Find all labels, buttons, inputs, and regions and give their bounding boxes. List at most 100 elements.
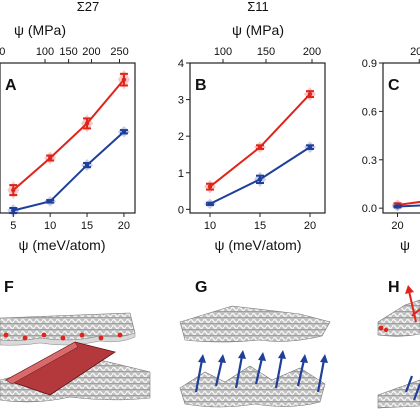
panel-b-y-tick-label: 2 [178, 131, 184, 143]
panel-f-red-dots [3, 332, 123, 341]
panel-b: Σ11 ψ (MPa) 100 150 200 B 0 1 2 3 4 10 15 20 ψ (… [178, 0, 326, 253]
panel-c-y-ticks: 0.0 0.3 0.6 0.9 [362, 58, 383, 215]
panel-c-x-axis-title: ψ [400, 237, 410, 253]
panel-c-y-tick-label: 0.3 [362, 155, 377, 167]
panel-g-arrow-shaft [234, 355, 244, 389]
panel-g-arrow-head [198, 354, 206, 363]
panel-a-red-series-line [12, 79, 125, 191]
panel-a-letter: A [5, 77, 17, 94]
panel-g-arrow-head [278, 350, 286, 359]
panel-c-letter: C [388, 77, 400, 94]
panel-g-arrow-shaft [316, 359, 326, 393]
panel-b-top-tick-label: 150 [257, 46, 275, 58]
panel-g: G [179, 279, 331, 408]
panel-f-upper-sheet [0, 312, 136, 346]
panel-b-top-ticks: 100 150 200 [214, 46, 321, 63]
panel-c-top-ticks: 200 [410, 46, 420, 63]
panel-a: Σ27 ψ (MPa) 50 100 150 200 250 A 5 10 15 20 ψ (… [0, 0, 136, 253]
panel-a-blue-point [11, 208, 16, 213]
panel-b-blue-point [307, 144, 313, 150]
panel-f-lower-sheet [0, 341, 151, 403]
panel-f: F [0, 279, 151, 403]
panel-f-atom-dot [3, 332, 9, 338]
panel-f-atom-dot [98, 335, 104, 341]
panel-c: 200 C 0.0 0.3 0.6 0.9 2030 ψ [362, 46, 420, 253]
panel-g-upper-sheet [179, 305, 331, 343]
panel-g-arrow-head [300, 354, 308, 363]
panel-a-top-tick-label: 150 [59, 46, 77, 58]
panel-c-bottom-ticks: 2030 [391, 213, 404, 232]
panel-c-marks [391, 199, 420, 212]
panel-b-x-tick-label: 10 [204, 220, 216, 232]
panel-a-top-tick-label: 100 [36, 46, 54, 58]
panel-g-arrow-head [218, 354, 226, 363]
panel-a-red-point [84, 121, 90, 126]
panel-b-top-axis-title: ψ (MPa) [232, 22, 284, 38]
panel-f-letter: F [4, 279, 14, 296]
panel-c-red-series-line [397, 200, 420, 206]
panel-a-top-tick-label: 250 [110, 46, 128, 58]
panel-b-marks [204, 87, 316, 209]
panel-a-top-axis-title: ψ (MPa) [14, 22, 66, 38]
panel-a-x-tick-label: 10 [44, 220, 56, 232]
panel-b-x-tick-label: 15 [254, 220, 266, 232]
panel-b-y-tick-label: 3 [178, 95, 184, 107]
panel-c-blue-point [395, 204, 400, 209]
panel-g-arrow-shaft [194, 359, 204, 393]
panel-b-bottom-ticks: 10 15 20 [204, 213, 316, 232]
panel-a-blue-point [84, 162, 90, 168]
panel-b-red-point [207, 184, 213, 189]
panel-a-x-tick-label: 15 [81, 220, 93, 232]
panel-b-red-point [307, 91, 313, 97]
panel-a-marks [7, 69, 130, 217]
panel-g-arrow-shaft [296, 359, 306, 387]
panel-g-letter: G [195, 279, 207, 296]
panel-b-letter: B [195, 77, 207, 94]
panel-g-blue-arrows [194, 350, 328, 393]
panel-a-title: Σ27 [77, 0, 100, 14]
panel-f-atom-dot [60, 335, 66, 341]
panel-b-top-tick-label: 100 [214, 46, 232, 58]
panel-a-top-ticks: 50 100 150 200 250 [0, 46, 129, 63]
panel-a-blue-point [47, 199, 53, 204]
panel-f-atom-dot [22, 335, 28, 341]
panel-h-red-arrow [405, 285, 420, 323]
panel-b-y-tick-label: 1 [178, 168, 184, 180]
panel-b-y-ticks: 0 1 2 3 4 [178, 58, 190, 216]
panel-c-x-tick-label: 20 [391, 220, 403, 232]
panel-h-upper-sheet [377, 299, 420, 337]
panel-b-x-tick-label: 20 [304, 220, 316, 232]
panel-a-top-tick-label: 50 [0, 46, 5, 58]
panel-b-blue-point [257, 177, 263, 182]
panel-b-blue-point [207, 201, 213, 207]
panel-b-red-point [257, 144, 263, 150]
panel-c-plot-frame [382, 62, 420, 214]
panel-c-top-tick-label: 200 [410, 46, 420, 58]
panel-h: H [377, 279, 420, 409]
panel-g-arrow-head [320, 354, 328, 363]
panel-a-blue-point [121, 129, 127, 134]
panel-g-lower-sheet [179, 365, 326, 408]
panel-h-lower-sheet [377, 375, 420, 409]
panel-h-letter: H [388, 279, 400, 296]
panel-c-y-tick-label: 0.9 [362, 58, 377, 70]
panel-a-x-axis-title: ψ (meV/atom) [19, 237, 106, 253]
panel-g-arrow-head [258, 352, 266, 361]
panel-g-arrow-shaft [254, 357, 264, 385]
panel-a-x-tick-label: 20 [118, 220, 130, 232]
panel-f-atom-dot [79, 332, 85, 338]
panel-g-arrow-shaft [274, 355, 284, 389]
panel-b-y-tick-label: 0 [178, 204, 184, 216]
panel-g-arrow-shaft [214, 359, 224, 387]
panel-a-top-tick-label: 200 [82, 46, 100, 58]
panel-b-y-tick-label: 4 [178, 58, 184, 70]
panel-a-red-point [47, 155, 53, 161]
panel-g-arrow-head [238, 350, 246, 359]
panel-a-red-point [121, 77, 127, 82]
panel-b-x-axis-title: ψ (meV/atom) [215, 237, 302, 253]
panel-f-atom-dot [41, 332, 47, 338]
panel-a-x-tick-label: 5 [10, 220, 16, 232]
panel-a-red-point [11, 187, 16, 193]
panel-f-atom-dot [117, 332, 123, 338]
